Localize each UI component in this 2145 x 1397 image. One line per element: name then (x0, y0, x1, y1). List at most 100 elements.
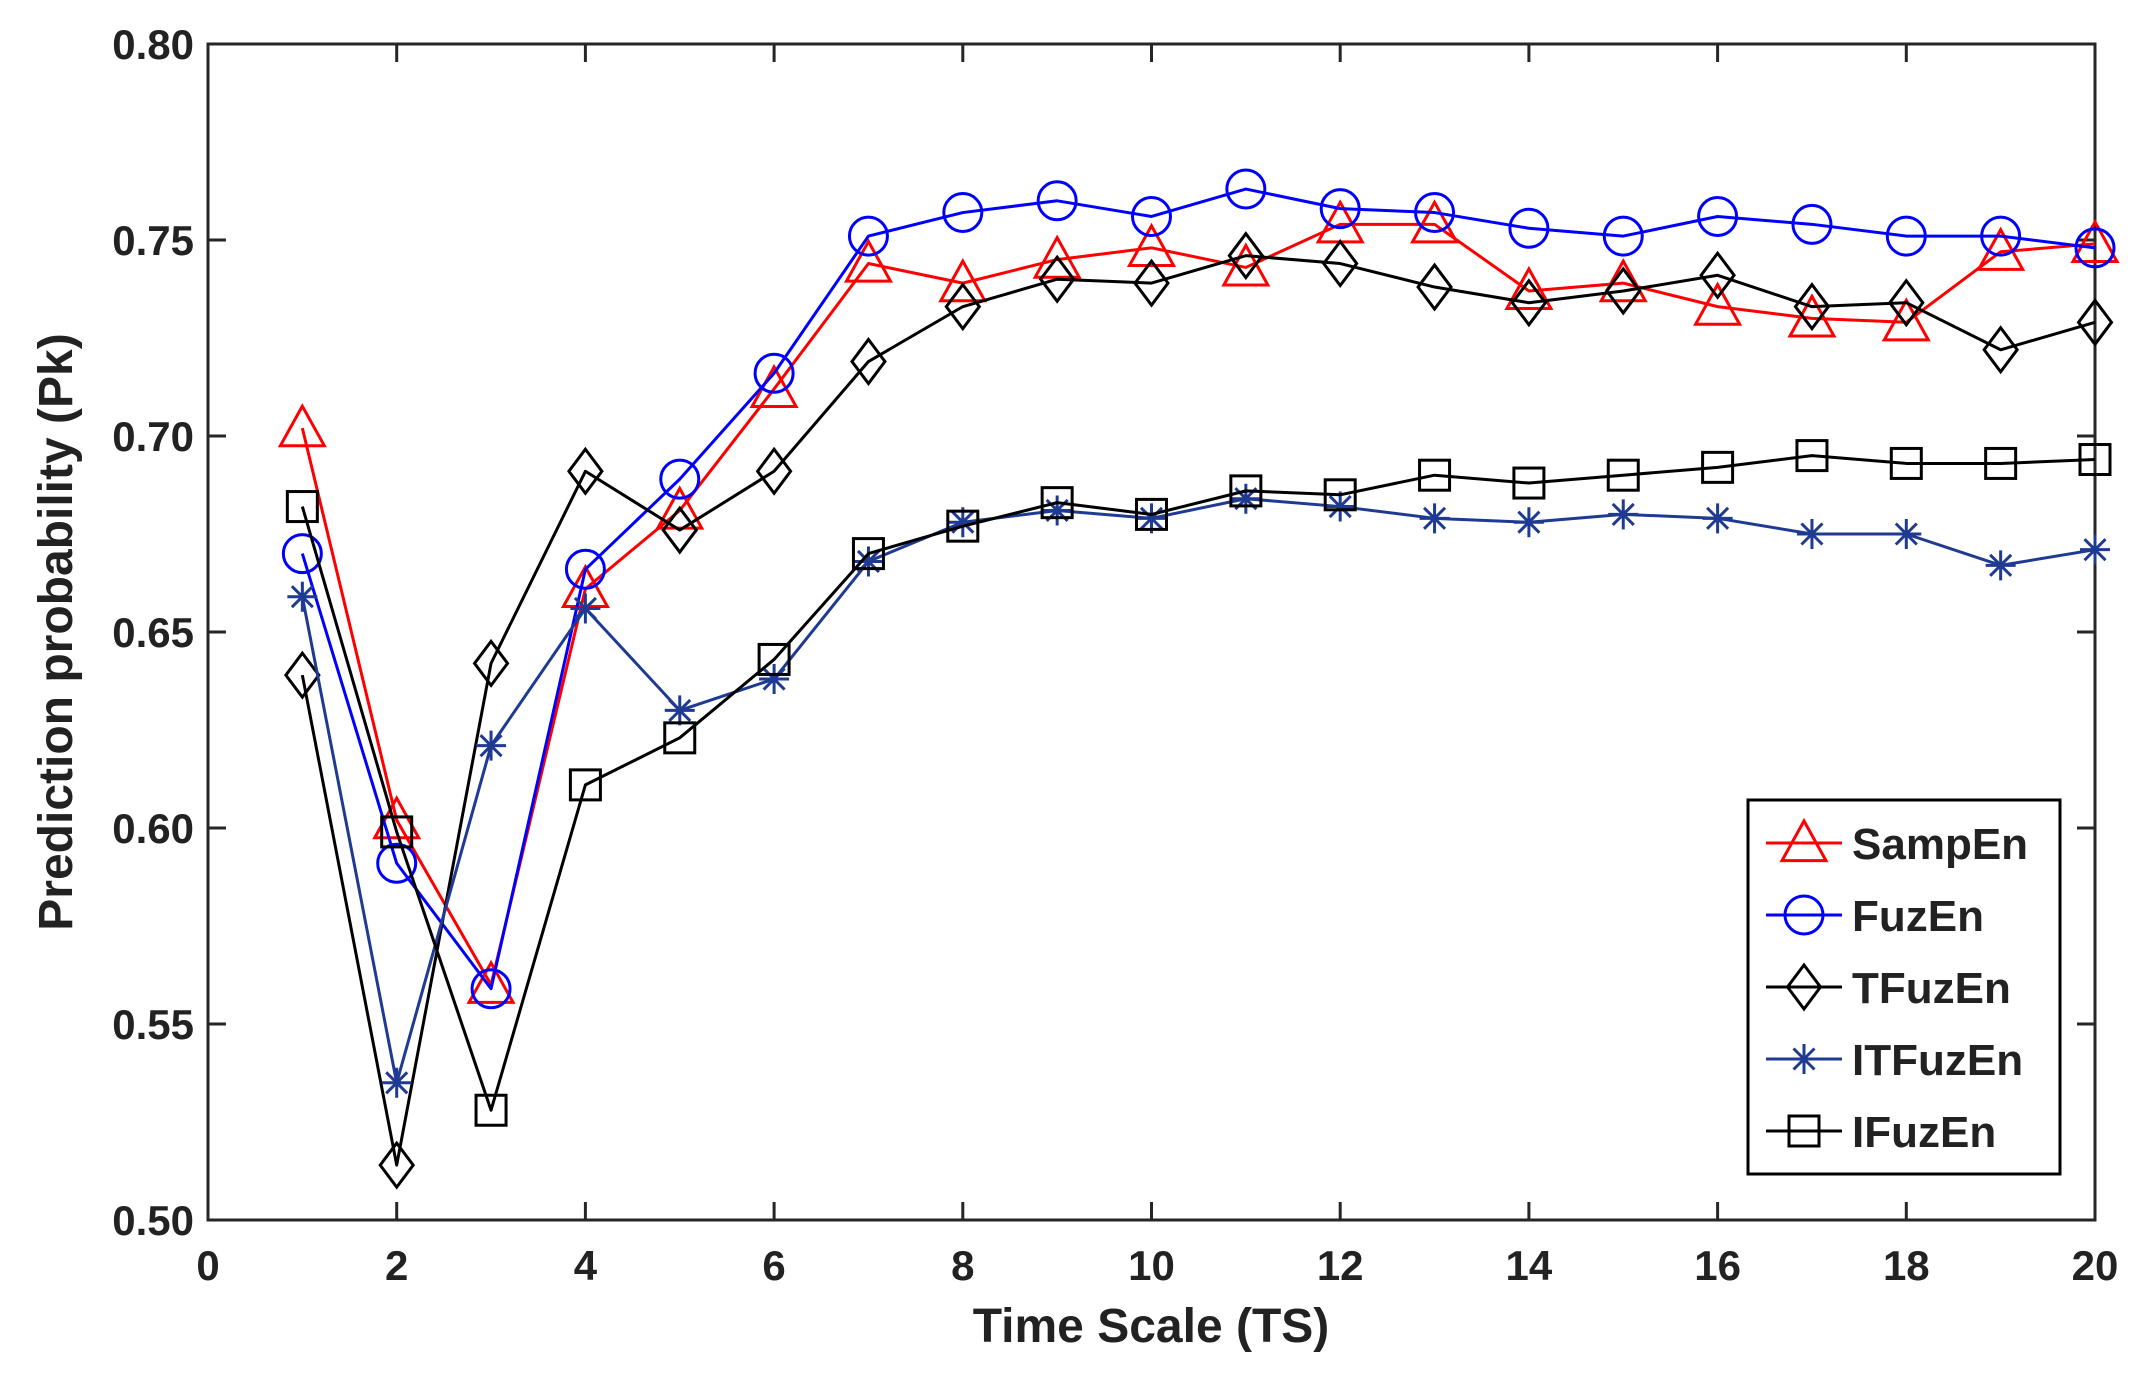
data-point-sampen (655, 485, 705, 530)
data-point-ifuzen (1512, 466, 1546, 500)
data-point-fuzen (1885, 215, 1927, 257)
data-point-tfuzen (2076, 297, 2114, 347)
data-point-sampen (1693, 281, 1743, 326)
series-line-tfuzen (300, 254, 2096, 1167)
series-fuzen (281, 168, 2116, 1010)
data-point-sampen (277, 403, 327, 448)
data-point-itfuzen (287, 581, 318, 612)
data-point-fuzen (1319, 188, 1361, 230)
x-tick-label: 2 (385, 1242, 408, 1289)
data-point-fuzen (1980, 215, 2022, 257)
data-point-itfuzen (1985, 550, 2016, 581)
data-point-tfuzen (567, 446, 604, 496)
data-point-itfuzen (1608, 499, 1639, 530)
x-tick-label: 12 (1317, 1242, 1364, 1289)
data-point-ifuzen (946, 509, 980, 543)
data-point-fuzen (1508, 207, 1550, 249)
data-point-fuzen (753, 352, 795, 394)
data-point-itfuzen (1702, 503, 1733, 534)
data-point-ifuzen (663, 721, 697, 755)
legend-label-itfuzen: ITFuzEn (1852, 1036, 2023, 1085)
data-point-tfuzen (283, 650, 321, 700)
data-point-tfuzen (661, 505, 699, 555)
data-point-itfuzen (2080, 534, 2110, 565)
data-point-ifuzen (1606, 458, 1640, 492)
data-point-fuzen (564, 548, 606, 590)
data-point-tfuzen (850, 337, 887, 387)
series-line-sampen (300, 222, 2096, 987)
y-tick-label: 0.75 (112, 217, 194, 264)
y-tick-label: 0.50 (112, 1197, 194, 1244)
y-tick-label: 0.65 (112, 609, 194, 656)
data-point-fuzen (847, 215, 889, 257)
data-point-ifuzen (474, 1093, 508, 1127)
data-point-itfuzen (947, 507, 978, 538)
series-line-fuzen (300, 187, 2096, 991)
data-point-sampen (938, 258, 988, 303)
data-point-sampen (2070, 218, 2120, 264)
data-point-fuzen (1036, 180, 1078, 222)
data-point-itfuzen (1230, 483, 1261, 514)
data-point-tfuzen (1133, 258, 1170, 308)
data-point-ifuzen (2078, 443, 2112, 477)
y-tick-label: 0.80 (112, 21, 194, 68)
data-point-fuzen (2074, 227, 2116, 269)
data-point-itfuzen (1419, 503, 1450, 534)
data-point-tfuzen (472, 638, 510, 688)
data-point-ifuzen (285, 490, 319, 524)
x-tick-label: 18 (1883, 1242, 1930, 1289)
data-point-itfuzen (1136, 503, 1167, 534)
legend-label-tfuzen: TFuzEn (1852, 964, 2011, 1013)
axis-ticks: 0 2 4 6 8 10 12 14 16 18 20 0.50 0.55 0.60 0.65 0.70 0.7… (112, 21, 2118, 1289)
data-point-ifuzen (1984, 446, 2018, 480)
data-point-ifuzen (851, 537, 885, 571)
data-point-fuzen (376, 842, 418, 884)
data-point-fuzen (1697, 195, 1739, 237)
data-point-itfuzen (1042, 495, 1073, 526)
y-tick-label: 0.70 (112, 413, 194, 460)
legend-label-fuzen: FuzEn (1852, 892, 1984, 941)
data-point-ifuzen (1418, 458, 1452, 492)
legend-marker-tfuzen (1785, 962, 1823, 1012)
data-point-itfuzen (1325, 491, 1356, 522)
data-point-ifuzen (568, 768, 602, 802)
legend-label-ifuzen: IFuzEn (1852, 1108, 1996, 1157)
legend-marker-fuzen (1783, 894, 1825, 936)
data-point-itfuzen (1513, 507, 1544, 538)
data-point-sampen (1410, 199, 1460, 244)
data-point-ifuzen (1889, 446, 1923, 480)
series-tfuzen (283, 231, 2114, 1190)
x-tick-label: 8 (951, 1242, 974, 1289)
data-point-tfuzen (1982, 325, 2020, 375)
data-point-sampen (1504, 265, 1554, 311)
x-tick-label: 10 (1128, 1242, 1175, 1289)
data-point-sampen (843, 238, 893, 283)
data-point-ifuzen (1135, 497, 1168, 531)
x-axis-title: Time Scale (TS) (973, 1300, 1330, 1353)
data-point-itfuzen (853, 546, 884, 577)
x-tick-label: 4 (574, 1242, 598, 1289)
data-point-tfuzen (1038, 254, 1076, 304)
data-point-ifuzen (1040, 486, 1074, 520)
y-axis-title: Prediction probability (Pk) (30, 333, 83, 930)
data-point-tfuzen (1321, 239, 1359, 289)
y-tick-label: 0.55 (112, 1001, 194, 1048)
data-point-ifuzen (380, 815, 414, 849)
data-point-itfuzen (664, 695, 695, 726)
data-point-fuzen (1225, 168, 1267, 210)
data-point-tfuzen (755, 446, 793, 496)
data-point-fuzen (1131, 195, 1172, 237)
x-tick-label: 14 (1506, 1242, 1553, 1289)
data-point-fuzen (1602, 215, 1644, 257)
legend: SampEn FuzEn TFuzEn ITFuzEn IFuzEn (1746, 798, 2062, 1176)
data-point-fuzen (659, 458, 701, 500)
legend-label-sampen: SampEn (1852, 820, 2028, 869)
data-point-tfuzen (1604, 266, 1642, 316)
x-tick-label: 20 (2072, 1242, 2119, 1289)
data-point-tfuzen (944, 282, 982, 332)
series-line-itfuzen (300, 497, 2096, 1085)
data-point-tfuzen (1699, 250, 1736, 300)
data-point-ifuzen (1229, 474, 1263, 508)
data-point-ifuzen (1323, 478, 1357, 512)
